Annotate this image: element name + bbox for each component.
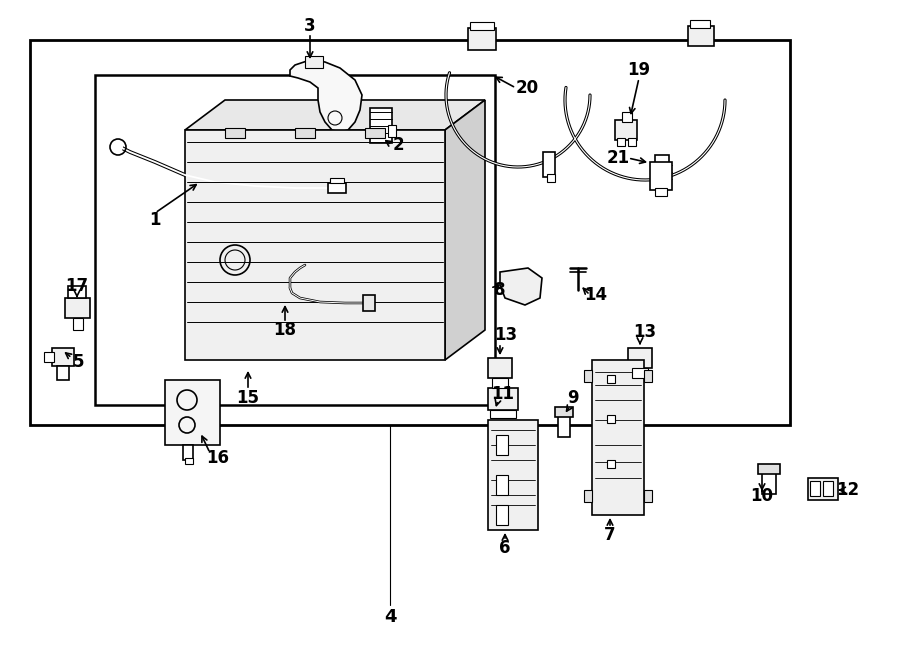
Bar (183, 445, 193, 460)
Text: 8: 8 (494, 281, 506, 299)
Bar (388, 125, 396, 137)
Bar (496, 505, 508, 525)
Text: 17: 17 (66, 277, 88, 295)
Bar (30, 40, 790, 425)
Polygon shape (445, 100, 485, 360)
Text: 10: 10 (751, 487, 773, 505)
Bar (607, 375, 615, 383)
Polygon shape (185, 100, 485, 130)
Polygon shape (290, 60, 362, 132)
Bar (584, 370, 592, 382)
Bar (823, 481, 833, 496)
Bar (65, 298, 90, 318)
Text: 11: 11 (491, 385, 515, 403)
Text: 13: 13 (634, 323, 657, 341)
Bar (496, 435, 508, 455)
Bar (496, 475, 508, 495)
Text: 6: 6 (500, 539, 511, 557)
Bar (488, 388, 518, 410)
Text: 9: 9 (567, 389, 579, 407)
Bar (607, 460, 615, 468)
Bar (57, 366, 69, 380)
Text: 1: 1 (149, 211, 161, 229)
Bar (555, 407, 573, 417)
Text: 13: 13 (494, 326, 518, 344)
Bar (622, 112, 632, 122)
Bar (165, 380, 220, 445)
Bar (488, 420, 538, 530)
Bar (543, 152, 555, 177)
Bar (810, 481, 820, 496)
Text: 14: 14 (584, 286, 608, 304)
Bar (492, 378, 508, 388)
Bar (68, 286, 86, 298)
Text: 3: 3 (304, 17, 316, 35)
Bar (305, 56, 323, 68)
Bar (607, 415, 615, 423)
Text: 20: 20 (516, 79, 538, 97)
Bar (628, 348, 652, 368)
Bar (762, 472, 776, 494)
Text: 5: 5 (72, 353, 84, 371)
Bar (370, 108, 392, 143)
Bar (617, 138, 625, 146)
Bar (185, 130, 445, 360)
Polygon shape (500, 268, 542, 305)
Bar (468, 28, 496, 50)
Bar (655, 155, 669, 163)
Bar (690, 20, 710, 28)
Bar (632, 368, 648, 378)
Bar (295, 128, 315, 138)
Bar (688, 26, 714, 46)
Bar (615, 120, 637, 140)
Text: 2: 2 (392, 136, 404, 154)
Bar (644, 370, 652, 382)
Bar (330, 178, 344, 183)
Bar (644, 490, 652, 502)
Bar (95, 75, 495, 405)
Text: 7: 7 (604, 526, 616, 544)
Bar (592, 360, 644, 515)
Bar (547, 174, 555, 182)
Text: 18: 18 (274, 321, 296, 339)
Text: 21: 21 (607, 149, 630, 167)
Text: 4: 4 (383, 608, 396, 626)
Bar (628, 138, 636, 146)
Bar (363, 295, 375, 311)
Text: 16: 16 (206, 449, 230, 467)
Bar (328, 183, 346, 193)
Bar (52, 348, 74, 366)
Bar (558, 415, 570, 437)
Bar (650, 162, 672, 190)
Bar (490, 410, 516, 418)
Bar (225, 128, 245, 138)
Text: 15: 15 (237, 389, 259, 407)
Bar (470, 22, 494, 30)
Bar (655, 188, 667, 196)
Text: 19: 19 (627, 61, 651, 79)
Bar (808, 478, 838, 500)
Bar (488, 358, 512, 378)
Bar (185, 458, 193, 464)
Bar (44, 352, 54, 362)
Circle shape (113, 142, 123, 152)
Bar (758, 464, 780, 474)
Text: 12: 12 (836, 481, 860, 499)
Bar (584, 490, 592, 502)
Bar (365, 128, 385, 138)
Bar (73, 318, 83, 330)
